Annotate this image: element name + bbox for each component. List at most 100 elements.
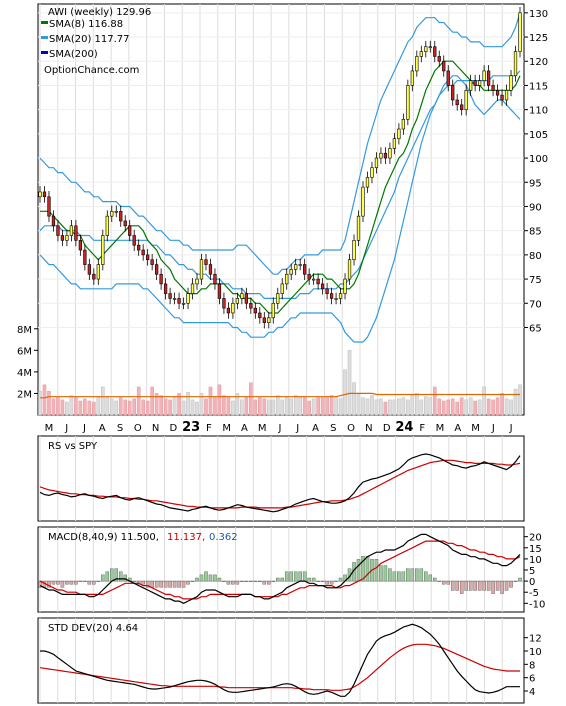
macd-hist-bar [280,577,284,582]
macd-hist-bar [284,571,289,582]
price-tick-label: 90 [529,202,542,213]
volume-bar [172,397,177,416]
volume-bar [361,397,365,416]
bollinger-upper-line [39,12,521,275]
macd-tick-label: 0 [529,577,535,588]
candle-body [78,240,83,251]
price-tick-label: 125 [529,33,548,44]
macd-hist-bar [477,580,482,591]
macd-hist-bar [459,580,464,594]
candle-body [410,70,414,86]
macd-hist-bar [486,580,491,591]
volume-bar [244,397,249,416]
volume-bar [365,398,370,416]
candle-body [482,70,486,81]
candle-body [110,211,114,217]
volume-bar [509,399,513,416]
candle-body [253,307,257,314]
macd-hist-bar [276,577,280,582]
macd-tick-label: 15 [529,544,542,555]
volume-bar [338,398,343,416]
candle-body [69,225,74,236]
volume-y-axis: 8M 6M 4M 2M [17,325,38,400]
macd-hist-bar [450,580,455,591]
macd-hist-bar [338,577,343,582]
macd-tick-label: -5 [529,588,539,599]
macd-hist-bar [204,571,208,582]
macd-hist-bar [293,571,298,582]
volume-bar [258,397,262,416]
macd-hist-bar [500,580,504,594]
rs-lines [39,453,521,513]
volume-bar [217,384,222,416]
candle-body [258,312,262,319]
candle-body [83,249,87,265]
volume-bar [51,398,56,416]
price-tick-label: 85 [529,227,542,238]
candle-body [320,283,325,290]
candle-body [361,186,365,217]
candle-body [267,317,271,323]
price-tick-label: 130 [529,9,548,20]
month-tick-label: J [64,423,68,434]
macd-hist-bar [114,568,119,582]
volume-average-line [40,392,520,399]
candle-body [163,283,168,294]
candle-body [92,273,96,280]
macd-hist-bar [217,577,222,582]
candle-body [235,298,240,304]
volume-bar [374,399,379,416]
volume-bar [316,397,320,416]
volume-bar [213,397,217,416]
candle-body [65,235,69,241]
price-grid [38,4,524,415]
legend-swatch-sma200 [41,51,48,54]
volume-bar [289,398,294,416]
candle-body [388,148,392,159]
candle-body [222,298,226,309]
volume-bar [495,397,500,416]
candle-body [352,240,356,261]
volume-bar [293,395,298,416]
volume-bar [186,392,190,416]
volume-bar [87,400,92,416]
macd-hist-bar [495,580,500,591]
macd-hist-bar [83,580,87,582]
candle-body [231,302,235,314]
macd-lines [39,533,521,604]
candle-body [114,211,118,213]
candle-body [329,293,334,299]
macd-hist-bar [65,580,69,585]
volume-bar [284,397,289,416]
candle-body [181,302,186,305]
candle-body [356,215,361,241]
candle-body [442,60,446,72]
volume-bar [347,350,352,416]
macd-hist-bar [235,580,240,585]
macd-hist-bar [96,580,101,582]
candle-body [159,273,163,285]
candle-body [155,264,159,275]
volume-bar [392,399,397,416]
candle-body [392,138,397,149]
candle-body [150,259,154,265]
legend: AWI (weekly) 129.96 SMA(8) 116.88 SMA(20… [41,7,151,76]
volume-bar [352,382,356,416]
volume-bar [473,400,477,416]
volume-bar [132,398,137,416]
macd-hist-bar [105,571,110,582]
macd-hist-bar [145,580,150,588]
macd-histogram [38,556,524,594]
price-tick-label: 65 [529,323,542,334]
rs-line [39,453,521,513]
volume-bar [388,399,392,416]
macd-hist-bar [455,580,459,591]
candle-body [455,99,459,106]
price-panel-frame [37,3,525,416]
volume-bar [275,395,280,416]
macd-hist-bar [267,580,271,585]
candle-body [101,235,105,265]
candle-body [289,269,293,275]
macd-hist-bar [181,580,186,588]
